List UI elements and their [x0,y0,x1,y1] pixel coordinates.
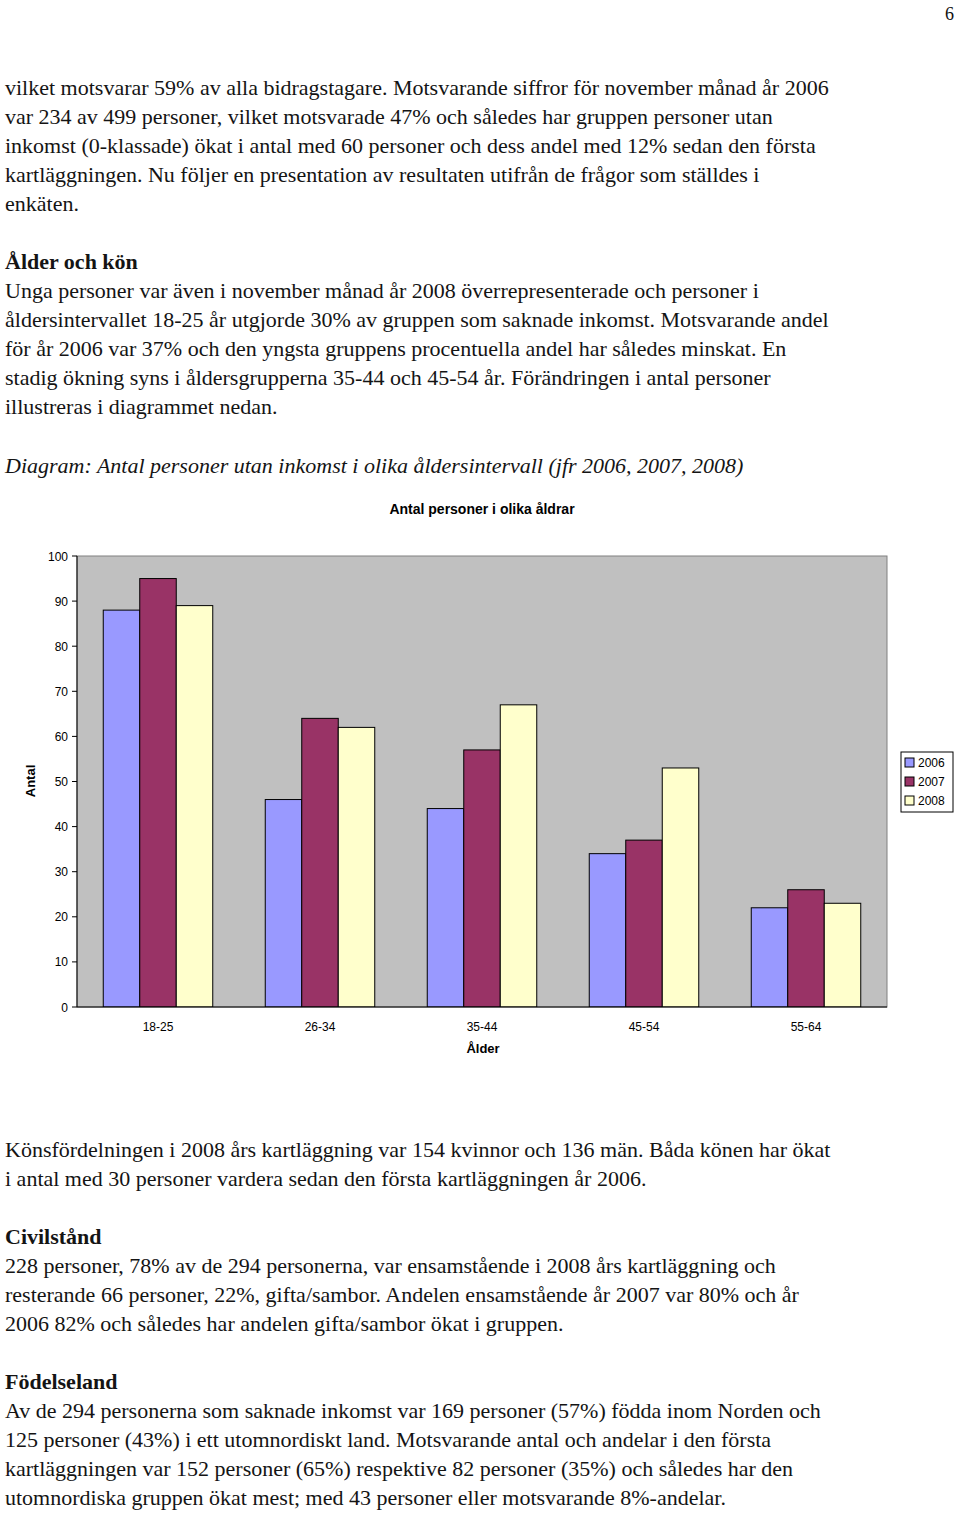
paragraph-line: 228 personer, 78% av de 294 personerna, … [5,1253,776,1278]
y-tick [72,691,77,692]
paragraph-line: vilket motsvarar 59% av alla bidragstaga… [5,75,829,100]
y-tick-label: 0 [61,1001,68,1015]
paragraph-line: 125 personer (43%) i ett utomnordiskt la… [5,1427,771,1452]
paragraph-line: resterande 66 personer, 22%, gifta/sambo… [5,1282,800,1307]
x-tick-label: 35-44 [467,1020,498,1034]
y-tick [72,556,77,557]
y-tick [72,781,77,782]
bar [338,727,375,1007]
x-axis-label: Ålder [466,1041,499,1056]
paragraph-line: inkomst (0-klassade) ökat i antal med 60… [5,133,816,158]
x-tick-label: 18-25 [143,1020,174,1034]
bars [103,579,861,1007]
x-tick-label: 26-34 [305,1020,336,1034]
paragraph-line: Av de 294 personerna som saknade inkomst… [5,1398,821,1423]
bar [824,903,861,1007]
legend-label: 2008 [918,794,945,808]
y-tick [72,646,77,647]
bar [662,768,699,1007]
chart-title: Antal personer i olika åldrar [389,501,575,517]
y-tick [72,736,77,737]
section-heading: Civilstånd [5,1224,102,1249]
y-tick [72,826,77,827]
y-tick [72,601,77,602]
paragraph-line: åldersintervallet 18-25 år utgjorde 30% … [5,307,829,332]
bar [176,606,213,1007]
legend-swatch [905,796,914,805]
y-tick [72,916,77,917]
bar [788,890,825,1007]
x-tick-label: 55-64 [791,1020,822,1034]
bar [626,840,663,1007]
y-tick-label: 30 [55,865,69,879]
paragraph-line: var 234 av 499 personer, vilket motsvara… [5,104,773,129]
y-tick [72,961,77,962]
paragraph-line: kartläggningen var 152 personer (65%) re… [5,1456,793,1481]
y-axis-label: Antal [23,765,38,798]
paragraph-line: för år 2006 var 37% och den yngsta grupp… [5,336,786,361]
page-background [0,0,960,1515]
paragraph-line: illustreras i diagrammet nedan. [5,394,277,419]
paragraph-line: kartläggningen. Nu följer en presentatio… [5,162,759,187]
bar [140,579,177,1007]
paragraph-line: Könsfördelningen i 2008 års kartläggning… [5,1137,830,1162]
chart: Antal personer i olika åldrar 0 10 20 30 40 50… [23,501,953,1056]
x-tick-label: 45-54 [629,1020,660,1034]
legend-swatch [905,777,914,786]
legend-box [901,752,953,812]
y-tick-label: 40 [55,820,69,834]
y-tick-label: 50 [55,775,69,789]
legend: 2006 2007 2008 [901,752,953,812]
y-axis [77,556,78,1007]
paragraph-line: Unga personer var även i november månad … [5,278,759,303]
y-tick-label: 100 [48,550,68,564]
section-heading: Ålder och kön [5,249,138,274]
y-tick-label: 20 [55,910,69,924]
bar [500,705,537,1007]
x-axis [77,1007,887,1008]
bar [302,718,339,1007]
y-tick-label: 60 [55,730,69,744]
section-heading: Födelseland [5,1369,117,1394]
paragraph-line: 2006 82% och således har andelen gifta/s… [5,1311,563,1336]
bar [751,908,788,1007]
diagram-caption: Diagram: Antal personer utan inkomst i o… [4,453,743,478]
paragraph-line: enkäten. [5,191,79,216]
y-tick-label: 10 [55,955,69,969]
legend-label: 2007 [918,775,945,789]
paragraph-line: utomnordiska gruppen ökat mest; med 43 p… [5,1485,726,1510]
legend-label: 2006 [918,756,945,770]
y-tick-label: 70 [55,685,69,699]
bar [103,610,140,1007]
y-tick [72,871,77,872]
plot-area [77,556,887,1007]
page: 6 vilket motsvarar 59% av alla bidragstag… [0,0,960,1515]
bar [265,800,302,1007]
bar [427,809,464,1007]
y-tick [72,1007,77,1008]
bar [464,750,501,1007]
page-number: 6 [945,4,954,24]
y-tick-label: 90 [55,595,69,609]
bar [589,854,626,1007]
y-tick-label: 80 [55,640,69,654]
paragraph-line: i antal med 30 personer vardera sedan de… [5,1166,646,1191]
paragraph-line: stadig ökning syns i åldersgrupperna 35-… [5,365,771,390]
legend-swatch [905,758,914,767]
